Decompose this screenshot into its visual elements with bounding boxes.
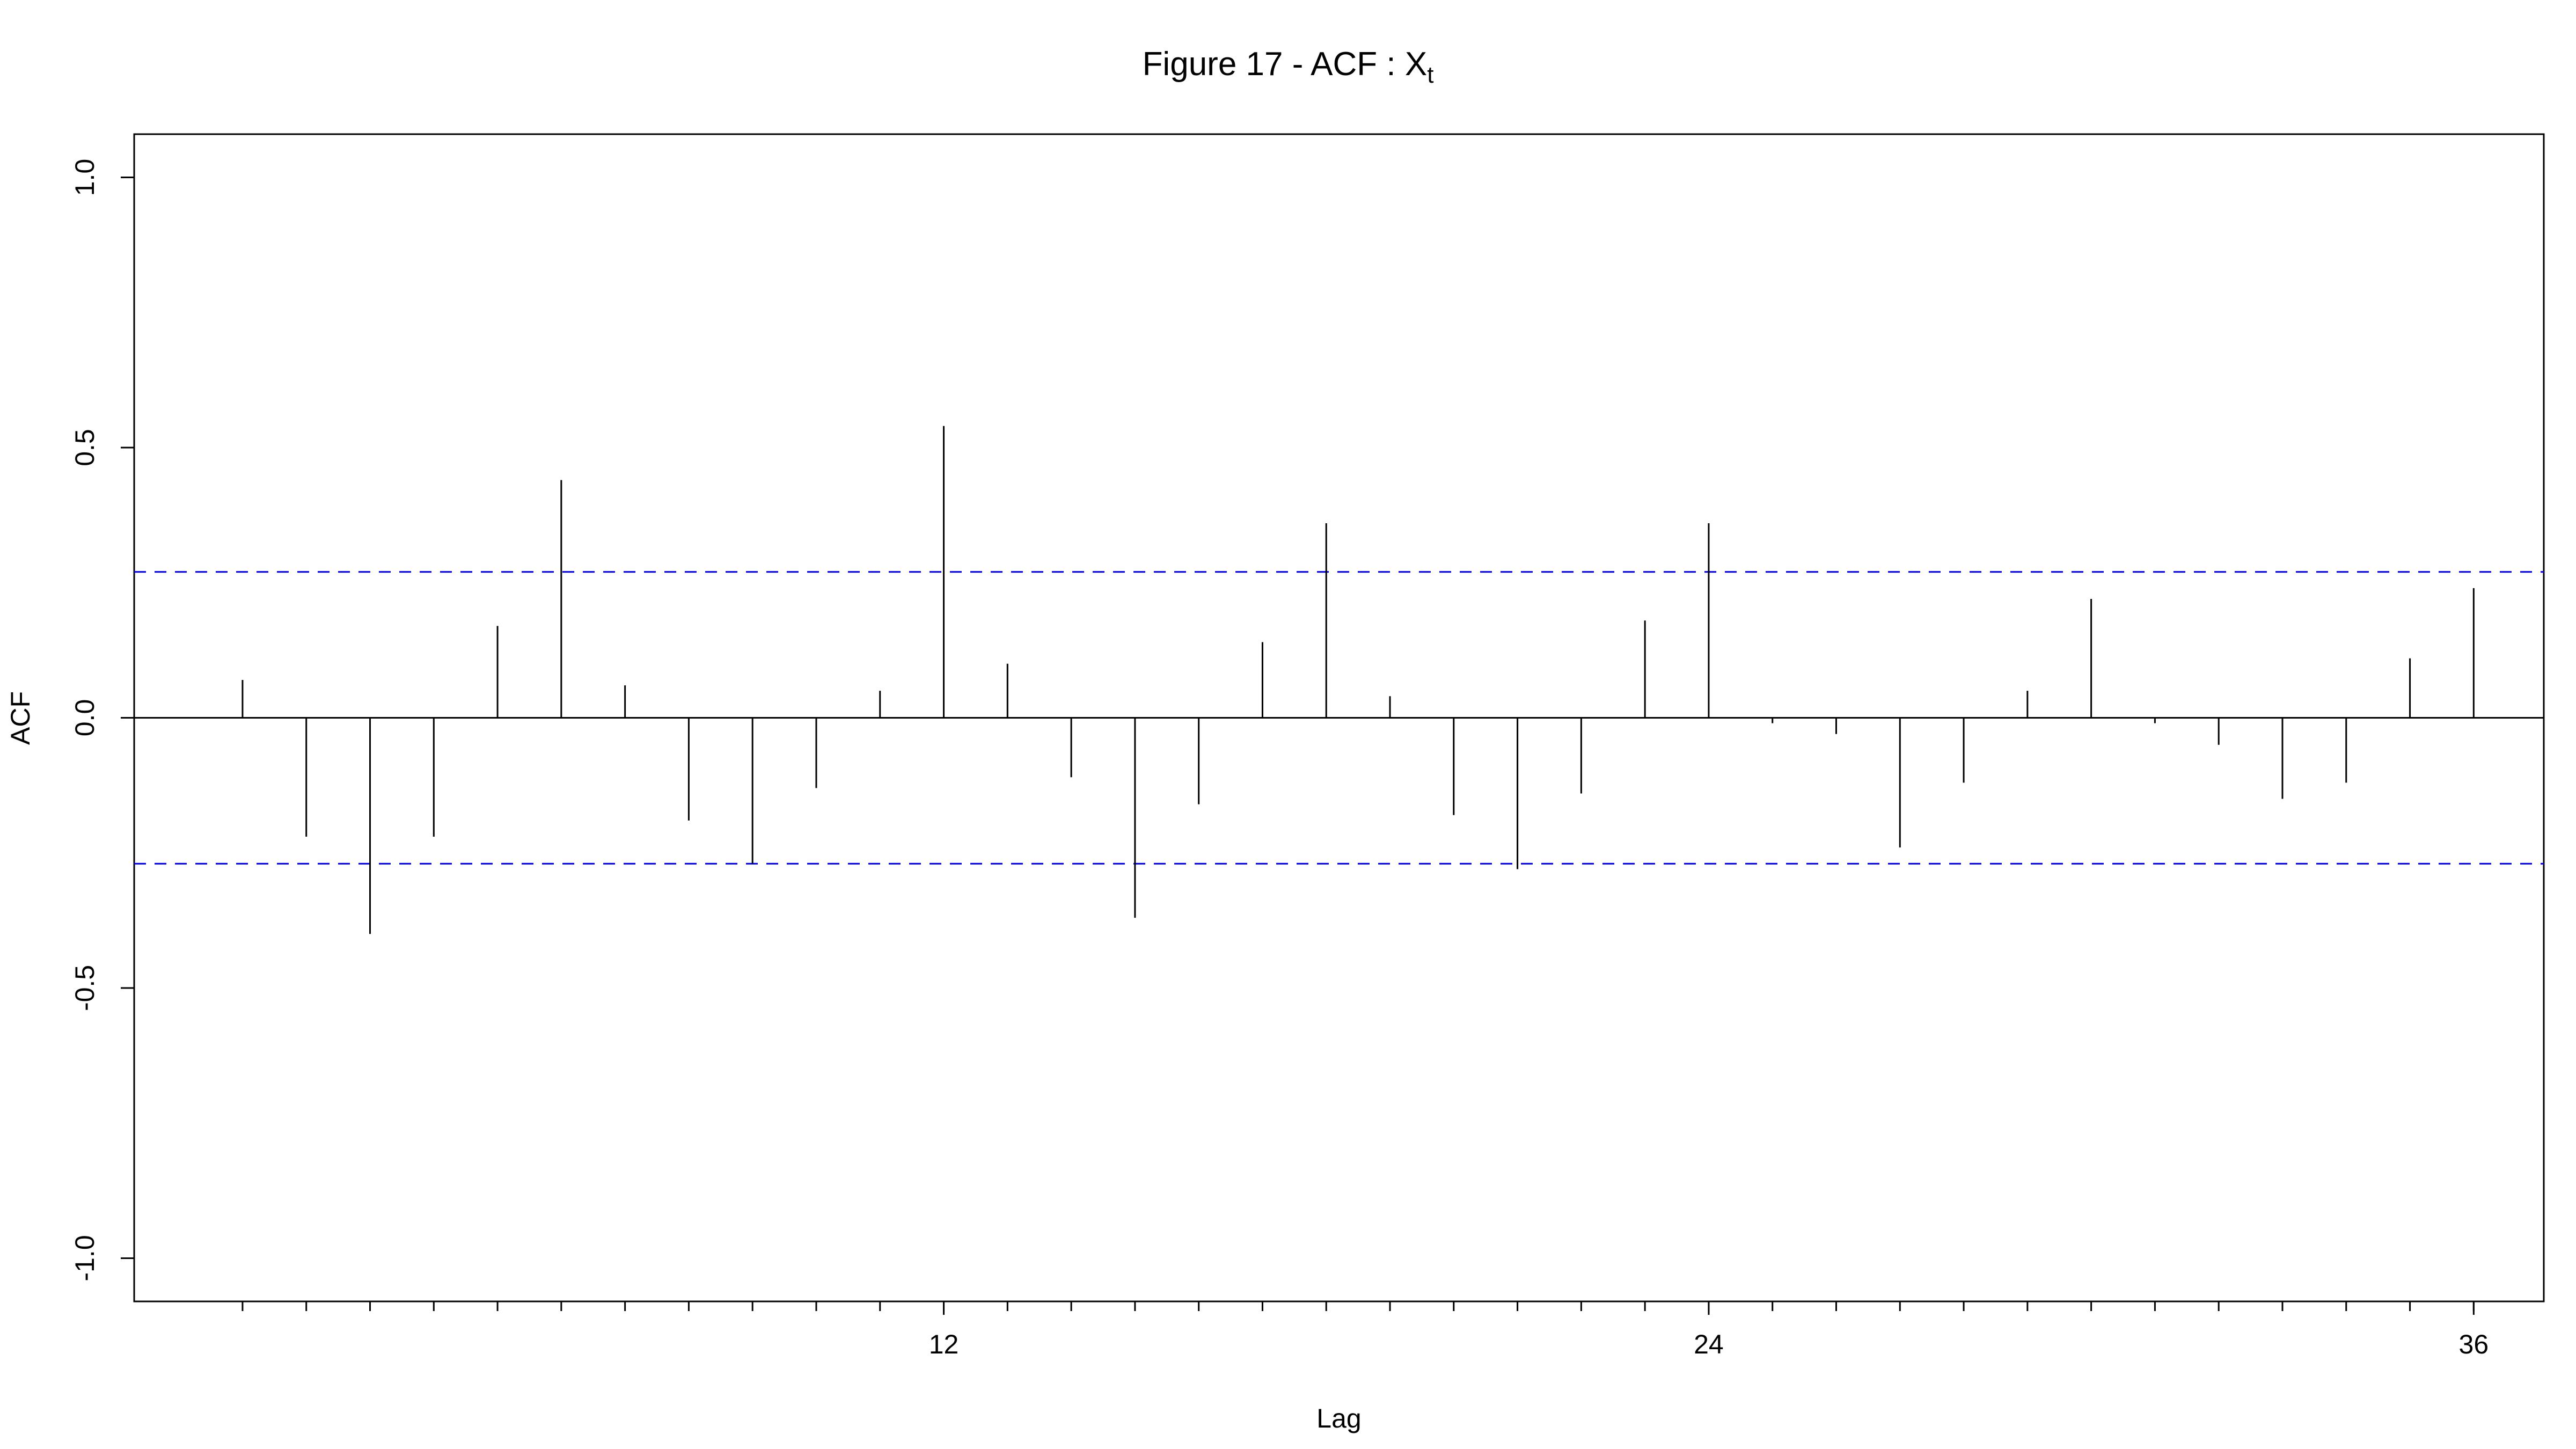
y-tick-label: -1.0: [70, 1235, 100, 1281]
y-tick-label: 0.0: [70, 699, 100, 737]
y-tick-label: 0.5: [70, 429, 100, 466]
chart-title-main: Figure 17 - ACF : X: [1143, 46, 1428, 83]
x-axis: 12 24 36: [241, 1301, 2489, 1359]
x-tick-label: 36: [2459, 1329, 2489, 1359]
x-tick-label: 12: [929, 1329, 959, 1359]
y-axis-label: ACF: [5, 691, 35, 745]
chart-title-subscript: t: [1427, 62, 1433, 88]
x-axis-label: Lag: [1316, 1403, 1361, 1433]
confidence-bands: [134, 571, 2544, 865]
y-tick-label: 1.0: [70, 159, 100, 196]
chart-title: Figure 17 - ACF : Xt: [1143, 46, 1434, 88]
x-tick-label: 24: [1694, 1329, 1724, 1359]
y-axis: -1.0 -0.5 0.0 0.5 1.0: [70, 159, 134, 1282]
y-tick-label: -0.5: [70, 965, 100, 1011]
acf-spikes: [241, 426, 2475, 934]
